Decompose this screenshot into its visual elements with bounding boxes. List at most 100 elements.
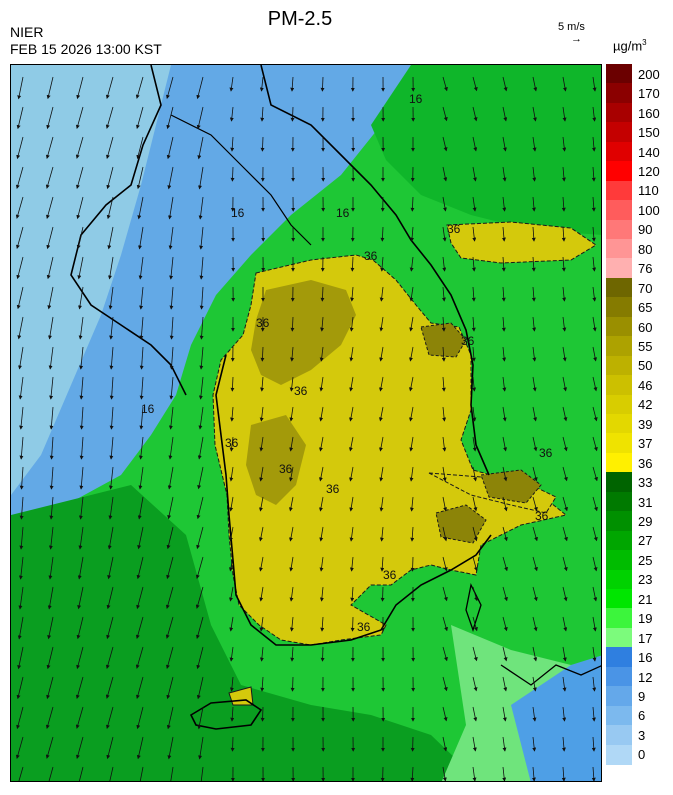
wind-arrow-icon	[532, 496, 538, 512]
wind-arrow-icon	[561, 766, 566, 781]
wind-arrow-icon	[562, 496, 568, 512]
wind-arrow-icon	[442, 556, 448, 572]
wind-arrow-icon	[107, 556, 114, 580]
wind-arrow-icon	[198, 406, 204, 430]
wind-arrow-icon	[320, 616, 325, 632]
wind-arrow-icon	[259, 586, 264, 602]
legend-tick-label: 0	[638, 747, 646, 763]
core-olive-coast	[480, 469, 542, 504]
wind-arrow-icon	[290, 316, 295, 332]
pm25-map: 16 16 16 16 36 36 36 36 36 36 36 36 36 3…	[10, 64, 602, 782]
wind-arrow-icon	[197, 466, 204, 490]
wind-arrow-icon	[501, 286, 506, 302]
wind-arrow-icon	[196, 646, 204, 670]
wind-arrow-icon	[139, 406, 144, 430]
wind-arrow-icon	[442, 526, 448, 542]
wind-arrow-icon	[290, 76, 295, 92]
wind-arrow-icon	[109, 436, 114, 460]
wind-arrow-icon	[46, 196, 54, 219]
wind-arrow-icon	[472, 166, 477, 182]
wind-arrow-icon	[46, 256, 54, 280]
wind-arrow-icon	[442, 736, 448, 752]
legend-swatch	[606, 64, 632, 84]
legend-tick-label: 65	[638, 300, 653, 316]
wind-arrow-icon	[47, 616, 54, 640]
wind-arrow-icon	[532, 436, 538, 452]
wind-arrow-icon	[259, 556, 264, 572]
wind-arrow-icon	[166, 106, 174, 130]
legend-tick-label: 76	[638, 261, 653, 277]
wind-scale-arrow-icon: →	[571, 33, 582, 45]
wind-arrow-icon	[76, 616, 84, 640]
wind-arrow-icon	[442, 616, 448, 632]
wind-arrow-icon	[442, 226, 447, 242]
legend-swatch	[606, 161, 632, 182]
legend-swatch	[606, 530, 632, 551]
legend-tick-label: 46	[638, 377, 653, 393]
wind-arrow-icon	[409, 436, 414, 452]
wind-arrow-icon	[350, 256, 355, 272]
legend-swatch	[606, 472, 632, 493]
legend-tick-label: 160	[638, 105, 660, 121]
wind-arrow-icon	[532, 616, 538, 632]
wind-arrow-icon	[410, 196, 415, 212]
wind-arrow-icon	[531, 256, 536, 272]
wind-arrow-icon	[592, 76, 597, 92]
unit-power: 3	[642, 38, 647, 47]
wind-arrow-icon	[319, 436, 324, 452]
wind-arrow-icon	[259, 616, 264, 632]
wind-arrow-icon	[48, 316, 54, 340]
contour-label: 36	[535, 509, 549, 523]
wind-arrow-icon	[319, 496, 324, 512]
wind-arrow-icon	[258, 526, 264, 542]
wind-arrow-icon	[108, 256, 114, 280]
wind-arrow-icon	[290, 676, 295, 692]
wind-arrow-icon	[76, 196, 84, 220]
wind-arrow-icon	[108, 466, 114, 490]
wind-arrow-icon	[78, 286, 84, 310]
wind-arrow-icon	[318, 466, 324, 482]
wind-arrow-icon	[531, 766, 536, 781]
wind-arrow-icon	[260, 676, 265, 692]
wind-arrow-icon	[471, 286, 476, 302]
wind-arrow-icon	[199, 226, 204, 250]
wind-arrow-icon	[592, 256, 597, 272]
wind-arrow-icon	[105, 76, 114, 99]
wind-arrow-icon	[106, 586, 114, 610]
wind-arrow-icon	[561, 256, 566, 272]
wind-arrow-icon	[259, 76, 264, 92]
wind-arrow-icon	[532, 136, 537, 152]
wind-arrow-icon	[442, 406, 447, 422]
wind-arrow-icon	[169, 316, 174, 340]
wind-arrow-icon	[532, 736, 537, 752]
wind-arrow-icon	[562, 556, 568, 572]
wind-arrow-icon	[259, 496, 264, 512]
wind-arrow-icon	[442, 436, 447, 452]
wind-arrow-icon	[348, 436, 354, 452]
contour-region-36-east	[446, 221, 597, 264]
wind-arrow-icon	[380, 586, 385, 602]
legend-tick-label: 70	[638, 280, 653, 296]
wind-arrow-icon	[319, 526, 324, 542]
wind-arrow-icon	[168, 226, 174, 250]
wind-arrow-icon	[105, 106, 114, 129]
contour-label: 16	[231, 206, 245, 220]
wind-arrow-icon	[230, 136, 235, 152]
wind-arrow-icon	[166, 136, 174, 160]
wind-arrow-icon	[531, 196, 536, 212]
wind-arrow-icon	[109, 766, 114, 781]
wind-arrow-icon	[409, 286, 414, 302]
legend-tick-label: 110	[638, 183, 659, 199]
legend-tick-label: 3	[638, 727, 646, 743]
wind-arrow-icon	[561, 226, 566, 242]
legend-swatch	[606, 355, 632, 376]
wind-arrow-icon	[320, 646, 325, 662]
wind-arrow-icon	[502, 496, 508, 512]
legend-swatch	[606, 122, 632, 143]
wind-arrow-icon	[230, 706, 235, 722]
wind-arrow-icon	[472, 106, 478, 122]
wind-arrow-icon	[350, 586, 355, 602]
wind-arrow-icon	[17, 316, 24, 340]
wind-arrow-icon	[77, 256, 84, 280]
wind-arrow-icon	[46, 76, 54, 100]
